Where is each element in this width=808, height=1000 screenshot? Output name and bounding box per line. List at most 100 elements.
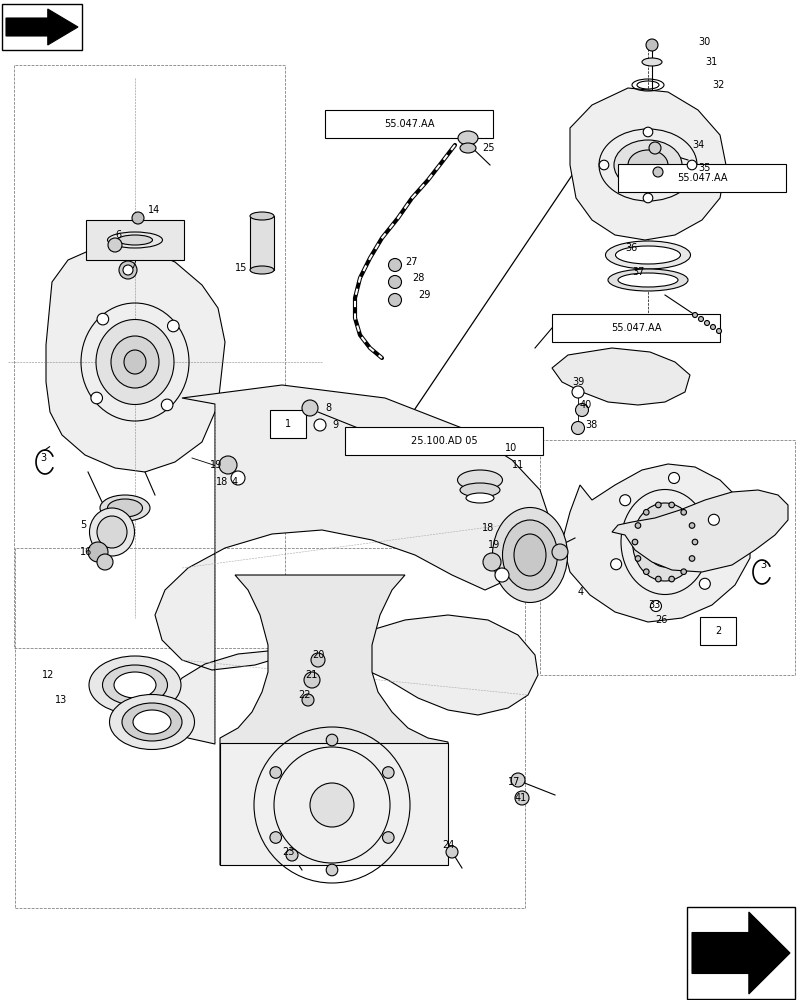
- Circle shape: [123, 265, 133, 275]
- Circle shape: [326, 864, 338, 876]
- Ellipse shape: [514, 534, 546, 576]
- Bar: [2, 4, 82, 50]
- Circle shape: [326, 734, 338, 746]
- Circle shape: [600, 160, 608, 170]
- Text: 6: 6: [115, 230, 121, 240]
- Circle shape: [90, 392, 103, 404]
- Ellipse shape: [96, 320, 174, 404]
- Circle shape: [552, 544, 568, 560]
- Circle shape: [270, 767, 281, 778]
- Polygon shape: [220, 575, 448, 865]
- Ellipse shape: [124, 350, 146, 374]
- Polygon shape: [692, 912, 790, 994]
- Circle shape: [310, 783, 354, 827]
- Bar: [325, 110, 493, 138]
- Circle shape: [88, 542, 108, 562]
- Circle shape: [700, 578, 710, 589]
- Ellipse shape: [466, 493, 494, 503]
- Text: 37: 37: [632, 267, 644, 277]
- Ellipse shape: [614, 140, 682, 190]
- Circle shape: [698, 316, 704, 322]
- Text: 16: 16: [80, 547, 92, 557]
- Circle shape: [389, 275, 402, 288]
- Text: 17: 17: [508, 777, 520, 787]
- Polygon shape: [562, 464, 750, 622]
- Circle shape: [717, 328, 722, 334]
- Polygon shape: [155, 385, 550, 744]
- Text: 33: 33: [648, 600, 660, 610]
- Ellipse shape: [107, 499, 142, 517]
- Text: 20: 20: [312, 650, 324, 660]
- Text: 30: 30: [698, 37, 710, 47]
- Polygon shape: [552, 348, 690, 405]
- Ellipse shape: [89, 656, 181, 714]
- Text: 19: 19: [210, 460, 222, 470]
- Ellipse shape: [628, 150, 668, 180]
- Text: 22: 22: [298, 690, 310, 700]
- Circle shape: [446, 846, 458, 858]
- Circle shape: [655, 576, 661, 582]
- Bar: [618, 164, 786, 192]
- Circle shape: [572, 386, 584, 398]
- Text: 36: 36: [625, 243, 638, 253]
- Circle shape: [643, 509, 649, 515]
- Ellipse shape: [460, 483, 500, 497]
- Circle shape: [286, 849, 298, 861]
- Circle shape: [382, 832, 394, 843]
- Bar: [687, 907, 795, 999]
- Text: 15: 15: [235, 263, 247, 273]
- Circle shape: [669, 576, 675, 582]
- Text: 25: 25: [482, 143, 494, 153]
- Circle shape: [571, 422, 584, 434]
- Circle shape: [650, 601, 662, 612]
- Ellipse shape: [111, 336, 159, 388]
- Circle shape: [649, 142, 661, 154]
- Circle shape: [302, 400, 318, 416]
- Bar: [86, 220, 184, 260]
- Bar: [250, 216, 274, 270]
- Text: 55.047.AA: 55.047.AA: [677, 173, 727, 183]
- Bar: [345, 427, 543, 455]
- Text: 9: 9: [332, 420, 338, 430]
- Circle shape: [132, 212, 144, 224]
- Text: 26: 26: [655, 615, 667, 625]
- Circle shape: [302, 694, 314, 706]
- Circle shape: [97, 313, 108, 325]
- Circle shape: [495, 568, 509, 582]
- Circle shape: [162, 399, 173, 411]
- Circle shape: [681, 569, 687, 575]
- Circle shape: [681, 509, 687, 515]
- Circle shape: [689, 523, 695, 528]
- Circle shape: [575, 403, 588, 416]
- Polygon shape: [612, 490, 788, 572]
- Circle shape: [119, 261, 137, 279]
- Text: 8: 8: [325, 403, 331, 413]
- Ellipse shape: [90, 508, 134, 556]
- Text: 35: 35: [698, 163, 710, 173]
- Ellipse shape: [608, 269, 688, 291]
- Text: 34: 34: [692, 140, 705, 150]
- Text: 19: 19: [488, 540, 500, 550]
- Circle shape: [692, 539, 698, 545]
- Ellipse shape: [250, 212, 274, 220]
- Text: 40: 40: [580, 400, 592, 410]
- Polygon shape: [570, 88, 726, 240]
- Text: 28: 28: [412, 273, 424, 283]
- Text: 23: 23: [282, 847, 294, 857]
- Circle shape: [620, 495, 631, 506]
- Circle shape: [643, 569, 649, 575]
- Circle shape: [689, 556, 695, 561]
- Text: 39: 39: [572, 377, 584, 387]
- Polygon shape: [6, 9, 78, 45]
- Text: 3: 3: [760, 560, 766, 570]
- Text: 41: 41: [515, 793, 528, 803]
- Text: 21: 21: [305, 670, 318, 680]
- Circle shape: [668, 472, 680, 483]
- Circle shape: [314, 419, 326, 431]
- Text: 18: 18: [216, 477, 228, 487]
- Text: 25.100.AD 05: 25.100.AD 05: [410, 436, 478, 446]
- Circle shape: [669, 502, 675, 508]
- Circle shape: [710, 324, 716, 330]
- Text: 7: 7: [130, 260, 137, 270]
- Ellipse shape: [616, 246, 680, 264]
